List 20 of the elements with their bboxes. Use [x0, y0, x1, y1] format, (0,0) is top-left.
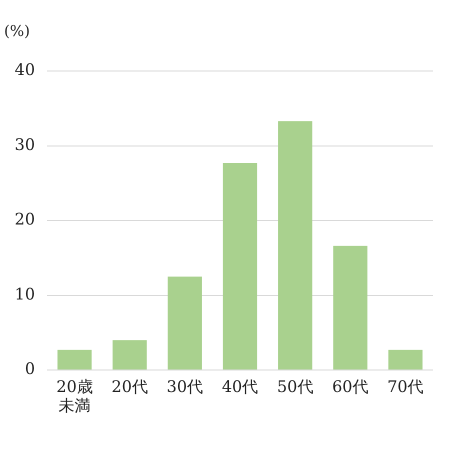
bar: [278, 121, 312, 370]
x-tick-label: 20歳未満: [56, 376, 93, 415]
x-tick-label: 20代: [112, 376, 148, 396]
x-tick-label: 40代: [222, 376, 258, 396]
bar: [168, 276, 202, 370]
bar: [112, 340, 147, 370]
y-tick-label: 20: [14, 210, 35, 229]
x-tick-label: 50代: [276, 376, 314, 396]
bar: [57, 350, 92, 370]
bar: [388, 350, 423, 370]
x-tick-label: 30代: [166, 376, 204, 396]
bar: [222, 162, 258, 370]
y-tick-label: 10: [14, 284, 35, 304]
y-tick-label: 0: [24, 359, 35, 378]
y-tick-label: 40: [14, 60, 35, 80]
y-axis-title: (%): [4, 22, 30, 40]
y-tick-label: 30: [14, 134, 35, 154]
x-tick-label: 60代: [332, 376, 368, 396]
bar: [333, 246, 368, 370]
x-tick-label: 70代: [387, 376, 424, 396]
